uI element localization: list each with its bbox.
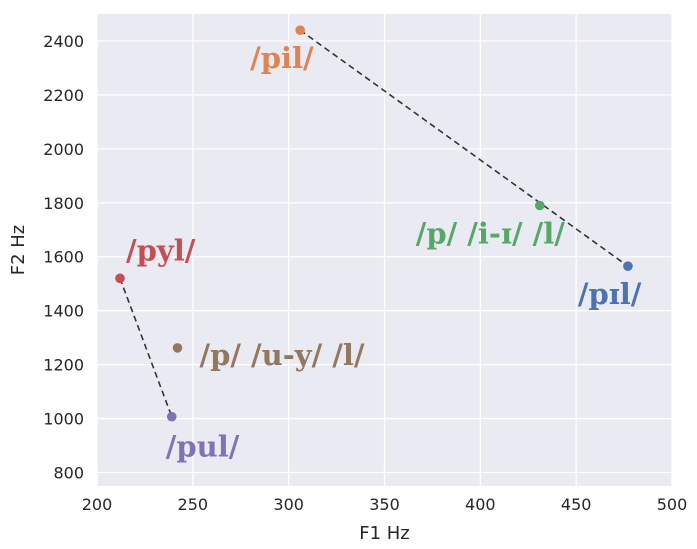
point-label: /pil/ [250,41,314,75]
y-tick-label: 800 [53,464,84,483]
data-point [166,411,177,422]
dashed-connectors [119,29,629,417]
data-points [115,25,633,422]
y-tick-label: 1200 [43,356,84,375]
y-tick-label: 2200 [43,86,84,105]
point-label: /pyl/ [126,233,196,267]
x-tick-label: 450 [561,495,592,514]
x-tick-label: 200 [82,495,113,514]
x-tick-label: 350 [369,495,400,514]
x-tick-label: 300 [273,495,304,514]
data-point [623,261,633,271]
point-label: /pɪl/ [578,277,642,311]
y-tick-label: 1400 [43,302,84,321]
dashed-connector-line [119,278,173,417]
y-tick-label: 1000 [43,410,84,429]
point-labels: /pil/ /p/ /i-ɪ/ /l/ /pɪl/ /pyl/ /p/ /u-y/ /l… [126,41,642,464]
data-point [534,200,545,211]
x-tick-label: 400 [465,495,496,514]
y-tick-label: 2000 [43,140,84,159]
y-axis-label: F2 Hz [8,225,29,276]
y-tick-label: 2400 [43,32,84,51]
y-tick-label: 1800 [43,194,84,213]
dashed-connector-line [299,29,629,267]
data-point [172,343,183,353]
data-point [295,25,305,35]
tick-labels: 200 250 300 350 400 450 500 800 1000 1200 1400 1600… [43,32,687,514]
point-label: /p/ /u-y/ /l/ [200,338,365,372]
point-label: /p/ /i-ɪ/ /l/ [416,216,566,250]
y-tick-label: 1600 [43,248,84,267]
grid-lines [96,14,673,486]
x-tick-label: 500 [657,495,688,514]
data-point [115,273,125,284]
point-label: /pul/ [166,430,240,464]
x-axis-label: F1 Hz [359,523,410,544]
x-tick-label: 250 [178,495,209,514]
